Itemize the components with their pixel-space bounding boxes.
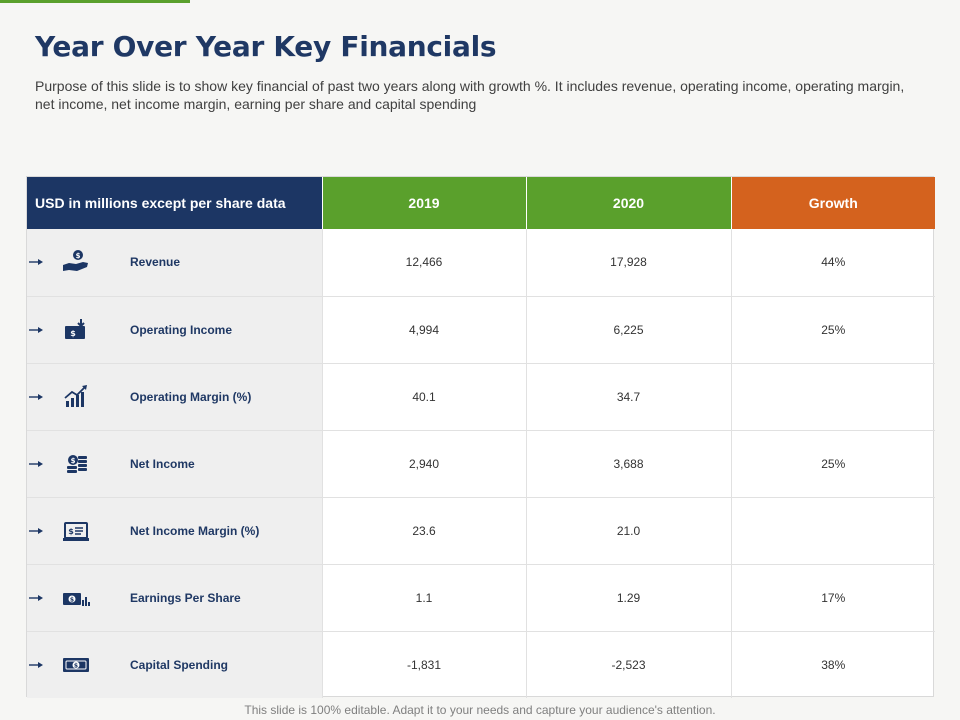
arrow-right-icon xyxy=(29,661,43,668)
row-label: Capital Spending xyxy=(130,657,229,672)
cell-2020: 21.0 xyxy=(526,496,732,564)
arrow-right-icon xyxy=(29,326,43,333)
cell-growth xyxy=(731,496,935,564)
row-label-cell: $ Capital Spending xyxy=(27,630,323,698)
cell-2020: -2,523 xyxy=(526,630,732,698)
page-subtitle: Purpose of this slide is to show key fin… xyxy=(35,78,905,112)
header-2019: 2019 xyxy=(322,177,527,229)
svg-text:$: $ xyxy=(71,457,76,465)
page-title: Year Over Year Key Financials xyxy=(35,30,497,63)
banknote-icon: $ xyxy=(63,657,89,672)
row-label-cell: $ Revenue xyxy=(27,229,323,296)
arrow-right-icon xyxy=(29,259,43,266)
svg-text:$: $ xyxy=(70,329,76,338)
arrow-right-icon xyxy=(29,594,43,601)
cell-2019: 23.6 xyxy=(322,496,527,564)
cash-bars-icon: $ xyxy=(63,592,90,606)
header-2020: 2020 xyxy=(526,177,732,229)
footer-note: This slide is 100% editable. Adapt it to… xyxy=(244,703,716,717)
arrow-right-icon xyxy=(29,527,43,534)
row-label: Revenue xyxy=(130,255,181,270)
table-row: Operating Margin (%) 40.1 34.7 xyxy=(27,362,935,430)
svg-text:$: $ xyxy=(68,527,74,536)
row-label-cell: $ Operating Income xyxy=(27,295,323,363)
row-label-cell: $ Net Income Margin (%) xyxy=(27,496,323,564)
row-label: Net Income Margin (%) xyxy=(130,523,260,538)
cell-2019: 2,940 xyxy=(322,429,527,497)
cell-growth: 44% xyxy=(821,255,846,270)
arrow-right-icon xyxy=(29,393,43,400)
cell-2020: 3,688 xyxy=(526,429,732,497)
cash-arrow-icon: $ xyxy=(65,318,85,339)
table-row: $ Capital Spending -1,831 -2,523 38% xyxy=(27,630,935,698)
cell-2019: 4,994 xyxy=(322,295,527,363)
cell-growth xyxy=(731,362,935,430)
row-label: Operating Income xyxy=(130,322,233,337)
table-row: $ Net Income Margin (%) 23.6 21.0 xyxy=(27,496,935,564)
row-label-cell: $ Net Income xyxy=(27,429,323,497)
cell-2020: 34.7 xyxy=(526,362,732,430)
row-label-cell: $ Earnings Per Share xyxy=(27,563,323,631)
cell-2019: 12,466 xyxy=(322,229,527,296)
cell-2019: 40.1 xyxy=(322,362,527,430)
svg-text:$: $ xyxy=(74,662,78,669)
svg-text:$: $ xyxy=(70,596,74,603)
table-header-row: USD in millions except per share data 20… xyxy=(27,177,935,229)
table-row: $ Earnings Per Share 1.1 1.29 17% xyxy=(27,563,935,631)
cell-growth: 38% xyxy=(731,630,935,698)
cell-2019: 1.1 xyxy=(322,563,527,631)
cell-2020: 1.29 xyxy=(526,563,732,631)
cell-growth: 25% xyxy=(731,295,935,363)
row-label-cell: Operating Margin (%) xyxy=(27,362,323,430)
coin-stacks-icon: $ xyxy=(67,454,87,473)
table-row: $ Operating Income 4,994 6,225 25% xyxy=(27,295,935,363)
row-label: Operating Margin (%) xyxy=(130,389,252,404)
hand-dollar-icon: $ xyxy=(63,250,88,272)
cell-2019: -1,831 xyxy=(322,630,527,698)
cell-2020: 17,928 xyxy=(526,229,732,296)
arrow-right-icon xyxy=(29,460,43,467)
financials-table: USD in millions except per share data 20… xyxy=(26,176,935,698)
cell-growth: 17% xyxy=(731,563,935,631)
header-growth: Growth xyxy=(731,177,935,229)
row-label: Earnings Per Share xyxy=(130,590,241,605)
top-accent-bar xyxy=(0,0,190,3)
laptop-dollar-icon: $ xyxy=(63,521,89,541)
header-label: USD in millions except per share data xyxy=(27,177,323,229)
table-row: $ Revenue 12,466 17,928 44% xyxy=(27,229,935,296)
svg-text:$: $ xyxy=(76,252,81,260)
table-row: $ Net Income 2,940 3,688 25% xyxy=(27,429,935,497)
growth-chart-icon xyxy=(64,384,87,407)
cell-growth: 25% xyxy=(731,429,935,497)
cell-2020: 6,225 xyxy=(526,295,732,363)
row-label: Net Income xyxy=(130,456,195,471)
